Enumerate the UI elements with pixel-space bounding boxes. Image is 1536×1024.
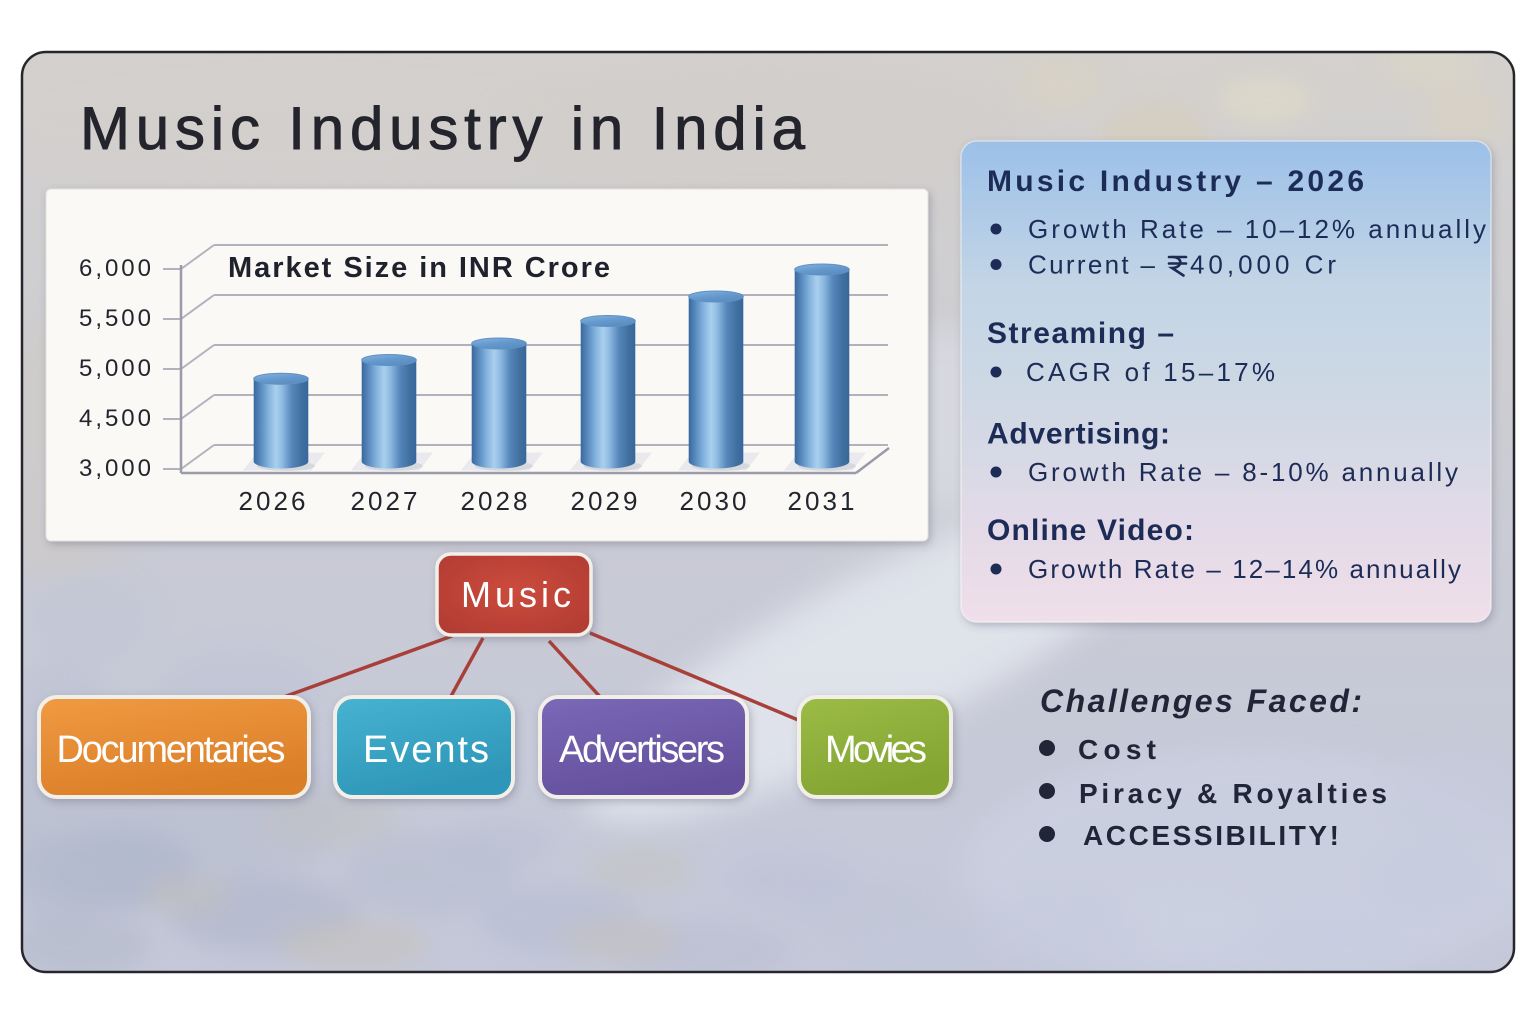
svg-text:3,000: 3,000 [79,455,151,482]
svg-text:Growth Rate – 12–14% annually: Growth Rate – 12–14% annually [1028,554,1461,584]
svg-text:5,000: 5,000 [79,355,151,382]
svg-text:Current –: Current – [1028,250,1156,280]
svg-text:Events: Events [363,729,489,771]
svg-text:Piracy & Royalties: Piracy & Royalties [1079,778,1387,809]
svg-text:Market Size in INR Crore: Market Size in INR Crore [228,252,610,284]
svg-text:Advertisers: Advertisers [559,729,725,771]
svg-text:Streaming –: Streaming – [987,317,1174,350]
svg-text:Online Video:: Online Video: [987,514,1194,547]
svg-text:Challenges Faced:: Challenges Faced: [1040,683,1362,719]
svg-text:Growth Rate – 10–12% annually: Growth Rate – 10–12% annually [1028,214,1486,244]
svg-text:6,000: 6,000 [79,255,151,282]
svg-text:Music Industry – 2026: Music Industry – 2026 [987,165,1364,198]
svg-text:5,500: 5,500 [79,305,151,332]
svg-text:ACCESSIBILITY!: ACCESSIBILITY! [1083,820,1339,851]
svg-text:4,500: 4,500 [79,405,151,432]
svg-text:Advertising:: Advertising: [987,418,1170,451]
svg-text:Documentaries: Documentaries [57,729,286,771]
svg-text:40,000 Cr: 40,000 Cr [1190,250,1336,280]
svg-text:Growth Rate – 8-10% annually: Growth Rate – 8-10% annually [1028,457,1458,487]
svg-text:Movies: Movies [825,729,927,771]
svg-text:Music Industry in India: Music Industry in India [80,95,806,162]
